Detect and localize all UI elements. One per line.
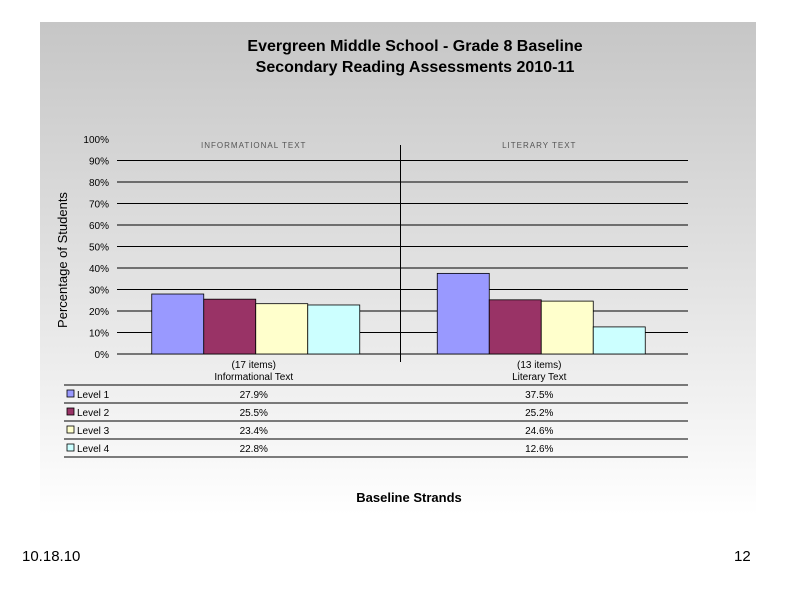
- bar-level-2-2: [488, 299, 542, 355]
- bar-level-2-1: [203, 298, 257, 355]
- data-label: 23.4%: [240, 426, 268, 437]
- data-label: 12.6%: [525, 444, 553, 455]
- y-tick-label: 40%: [89, 264, 109, 275]
- y-axis-label: Percentage of Students: [55, 192, 70, 328]
- legend-label: Level 1: [77, 390, 110, 401]
- y-tick-label: 80%: [89, 178, 109, 189]
- legend-swatch: [66, 425, 75, 434]
- data-label: 37.5%: [525, 390, 553, 401]
- x-axis-label: Baseline Strands: [356, 490, 462, 505]
- axis-labels: 0% 10% 20% 30% 40% 50% 60% 70% 80% 90% 100% INFORMA…: [83, 135, 576, 383]
- data-label: 25.2%: [525, 408, 553, 419]
- y-tick-label: 50%: [89, 243, 109, 254]
- legend-label: Level 4: [77, 444, 110, 455]
- y-tick-label: 0%: [95, 350, 110, 361]
- panel-label: LITERARY TEXT: [502, 141, 576, 150]
- y-tick-label: 90%: [89, 157, 109, 168]
- bar-level-3-1: [255, 303, 309, 355]
- bar-level-1-2: [436, 272, 490, 355]
- bar-level-1-1: [151, 293, 205, 355]
- chart-subtitle: Secondary Reading Assessments 2010-11: [256, 59, 575, 76]
- bar-level-4-1: [307, 304, 361, 355]
- x-tick-label: Informational Text: [214, 372, 293, 383]
- data-table: Level 1 27.9% 37.5% Level 2 25.5% 25.2% Level …: [64, 384, 688, 458]
- x-tick-label: Literary Text: [512, 372, 567, 383]
- data-label: 27.9%: [240, 390, 268, 401]
- panel-label: INFORMATIONAL TEXT: [201, 141, 306, 150]
- category-count: (13 items): [517, 360, 561, 371]
- data-label: 24.6%: [525, 426, 553, 437]
- slide-date: 10.18.10: [22, 548, 81, 565]
- y-tick-label: 20%: [89, 307, 109, 318]
- y-tick-label: 100%: [83, 135, 109, 146]
- data-label: 25.5%: [240, 408, 268, 419]
- legend-swatch: [66, 407, 75, 416]
- bars: [151, 272, 646, 355]
- bar-level-3-2: [540, 300, 594, 355]
- page-number: 12: [734, 548, 751, 565]
- y-tick-label: 60%: [89, 221, 109, 232]
- y-tick-label: 10%: [89, 329, 109, 340]
- y-tick-label: 70%: [89, 200, 109, 211]
- legend-swatch: [66, 443, 75, 452]
- bar-level-4-2: [592, 326, 646, 355]
- legend-label: Level 3: [77, 426, 110, 437]
- legend-swatch: [66, 389, 75, 398]
- category-count: (17 items): [232, 360, 276, 371]
- y-tick-label: 30%: [89, 286, 109, 297]
- legend-label: Level 2: [77, 408, 110, 419]
- data-label: 22.8%: [240, 444, 268, 455]
- chart-title: Evergreen Middle School - Grade 8 Baseli…: [247, 38, 582, 55]
